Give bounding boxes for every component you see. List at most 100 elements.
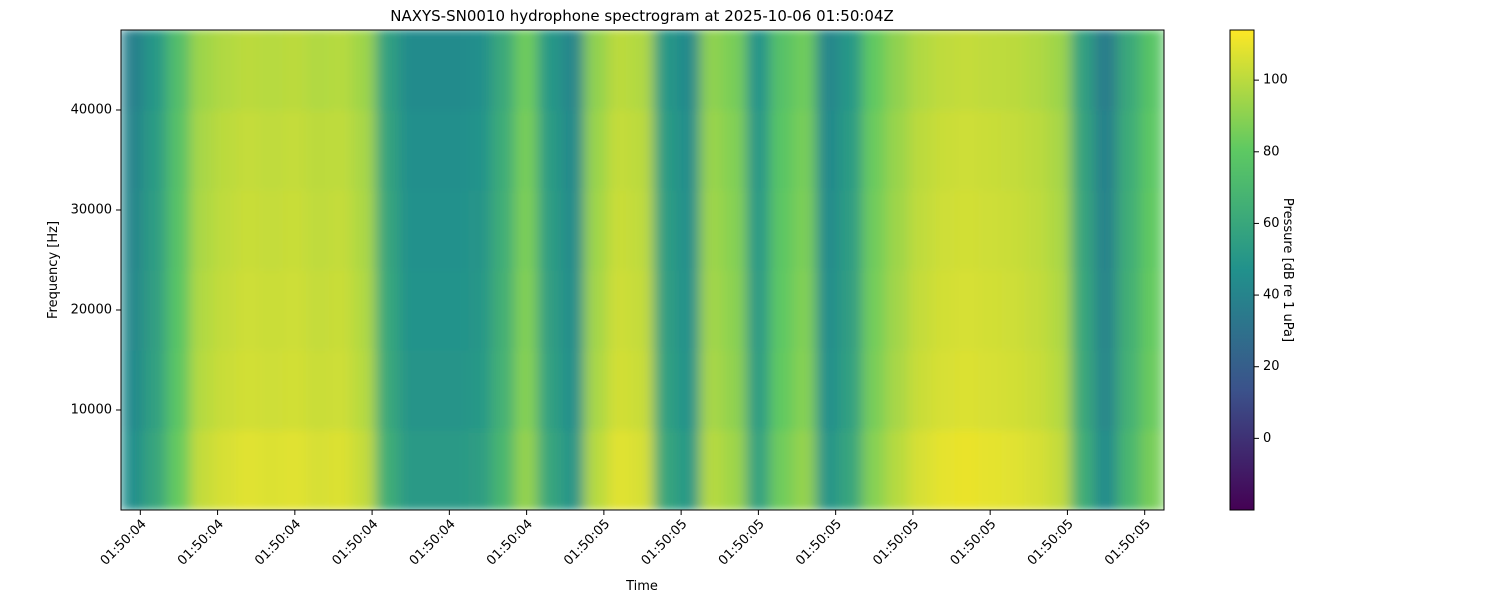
colorbar-tick-label: 0 [1263, 431, 1271, 446]
heat-cell [468, 109, 493, 191]
heat-cell [282, 429, 307, 510]
heat-cell [862, 109, 887, 191]
heat-cell [630, 109, 655, 191]
heat-cell [121, 109, 145, 191]
heat-cell [236, 349, 261, 431]
heat-cell [421, 189, 446, 271]
heat-cell [908, 189, 933, 271]
y-tick-label: 20000 [71, 303, 112, 318]
heat-cell [560, 189, 586, 271]
heat-cell [630, 30, 655, 111]
heat-cell [1024, 269, 1049, 351]
heat-cell [1047, 429, 1072, 510]
heat-cell [607, 109, 632, 191]
heat-cell [236, 30, 261, 111]
heat-cell [282, 30, 307, 111]
heat-cell [1117, 109, 1142, 191]
heat-cell [352, 349, 377, 431]
x-tick-label: 01:50:05 [716, 517, 768, 569]
heat-cell [862, 429, 887, 510]
heat-cell [305, 349, 331, 431]
heat-cell [653, 269, 678, 351]
heat-cell [282, 109, 307, 191]
heat-cell [514, 30, 539, 111]
x-tick-label: 01:50:05 [1102, 517, 1154, 569]
heat-cell [908, 30, 933, 111]
heat-cell [1070, 429, 1095, 510]
chart-title: NAXYS-SN0010 hydrophone spectrogram at 2… [390, 7, 894, 25]
heat-cell [259, 189, 284, 271]
heat-cell [282, 269, 307, 351]
heat-cell [166, 269, 192, 351]
heat-cell [607, 269, 632, 351]
heat-cell [514, 269, 539, 351]
heat-cell [676, 30, 701, 111]
heat-cell [537, 429, 562, 510]
heat-cell [398, 189, 423, 271]
heat-cell [723, 349, 748, 431]
heat-cell [375, 269, 400, 351]
heat-cell [421, 429, 446, 510]
heat-cell [630, 429, 655, 510]
heat-cell [931, 189, 956, 271]
heat-cell [143, 349, 168, 431]
heat-cell [931, 349, 956, 431]
heat-cell [444, 349, 470, 431]
y-tick-label: 40000 [71, 103, 112, 118]
heat-cell [143, 269, 168, 351]
heat-cell [1047, 349, 1072, 431]
heat-cell [166, 109, 192, 191]
heat-cell [375, 349, 400, 431]
heat-cell [1117, 349, 1142, 431]
heat-cell [1001, 349, 1026, 431]
heat-cell [375, 30, 400, 111]
heat-cell [584, 189, 609, 271]
heat-cell [236, 429, 261, 510]
heat-cell [352, 30, 377, 111]
heat-cell [1047, 109, 1072, 191]
heat-cell [259, 269, 284, 351]
heat-cell [931, 429, 956, 510]
heat-cell [121, 189, 145, 271]
heat-cell [282, 349, 307, 431]
heat-cell [769, 349, 794, 431]
heat-cell [491, 269, 516, 351]
heat-cell [699, 189, 725, 271]
heat-cell [792, 109, 817, 191]
heat-cell [699, 349, 725, 431]
heat-cell [1140, 349, 1164, 431]
heat-cell [792, 30, 817, 111]
heat-cell [190, 30, 215, 111]
heat-cell [1140, 109, 1164, 191]
heat-cell [537, 269, 562, 351]
colorbar-tick-label: 80 [1263, 144, 1280, 159]
heat-cell [584, 269, 609, 351]
heat-cell [676, 109, 701, 191]
heat-cell [514, 109, 539, 191]
heat-cell [236, 109, 261, 191]
heat-cell [978, 269, 1003, 351]
heat-cell [537, 30, 562, 111]
heat-cell [839, 189, 864, 271]
heat-cell [699, 30, 725, 111]
heat-cell [491, 189, 516, 271]
heat-cell [815, 429, 841, 510]
heat-cell [560, 349, 586, 431]
heat-cell [305, 30, 331, 111]
heat-cell [190, 269, 215, 351]
heat-cell [1001, 30, 1026, 111]
heat-cell [143, 429, 168, 510]
heat-cell [166, 189, 192, 271]
heat-cell [398, 269, 423, 351]
heat-cell [1093, 30, 1119, 111]
heat-cell [769, 30, 794, 111]
heat-cell [1070, 349, 1095, 431]
heat-cell [839, 109, 864, 191]
heat-cell [305, 269, 331, 351]
heat-cell [676, 349, 701, 431]
heatmap [121, 30, 1164, 510]
heat-cell [978, 189, 1003, 271]
heat-cell [375, 189, 400, 271]
heat-cell [375, 429, 400, 510]
heat-cell [1117, 429, 1142, 510]
